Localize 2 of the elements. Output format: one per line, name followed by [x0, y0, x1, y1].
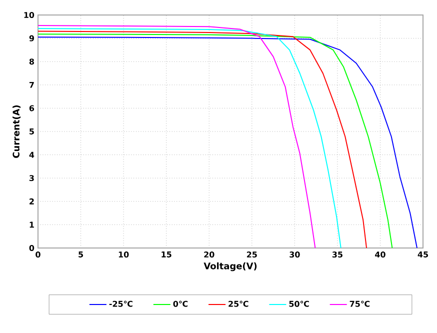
- y-axis-title: Current(A): [12, 105, 21, 158]
- x-axis-title: Voltage(V): [204, 262, 257, 272]
